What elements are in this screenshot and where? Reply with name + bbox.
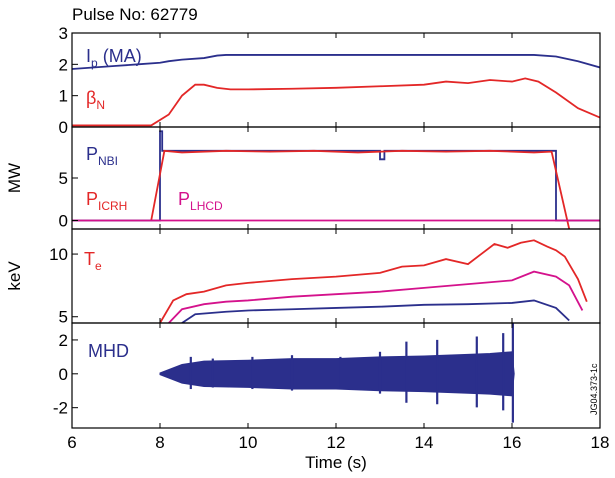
series-3-3 [181, 299, 570, 323]
x-tick-label: 6 [67, 433, 76, 452]
y-tick-label: 0 [59, 212, 68, 231]
x-axis-label: Time (s) [305, 453, 367, 472]
series-2-1-label: PNBI [86, 144, 118, 168]
series-3-1-label: Te [84, 249, 102, 273]
x-tick-label: 8 [155, 433, 164, 452]
series-3-1 [159, 239, 588, 323]
series-1-2-label: βN [86, 88, 105, 112]
x-tick-label: 18 [591, 433, 610, 452]
chart-title: Pulse No: 62779 [72, 5, 198, 24]
y-tick-label: 2 [59, 55, 68, 74]
y-tick-label: -2 [53, 399, 68, 418]
y-tick-label: 5 [59, 169, 68, 188]
panel-1: Ip (MA) βN 0 1 2 3 [59, 24, 601, 137]
series-4-1-label: MHD [88, 341, 129, 361]
panel-3: Te 5 10 keV [5, 228, 601, 327]
panel-4: MHD -2 0 2 [53, 322, 601, 429]
series-1-1-label: Ip (MA) [86, 46, 142, 70]
x-tick-label: 10 [239, 433, 258, 452]
panel-2: PNBI PICRH PLHCD 0 5 MW [5, 126, 601, 231]
series-1-1 [72, 54, 600, 70]
figure-id-watermark: JG04.373-1c [589, 363, 599, 415]
series-1-2 [72, 77, 600, 127]
series-3-2 [168, 270, 584, 323]
y-tick-label: 3 [59, 24, 68, 43]
series-2-2 [150, 149, 571, 229]
x-tick-label: 16 [503, 433, 522, 452]
y-axis-label: MW [5, 163, 24, 193]
series-2-2-label: PICRH [86, 189, 127, 213]
x-tick-label: 14 [415, 433, 434, 452]
series-2-3-label: PLHCD [178, 189, 223, 213]
y-axis-label: keV [5, 261, 24, 291]
y-tick-label: 10 [49, 245, 68, 264]
x-tick-label: 12 [327, 433, 346, 452]
y-tick-label: 0 [59, 365, 68, 384]
y-tick-label: 2 [59, 331, 68, 350]
series-2-1 [72, 130, 600, 222]
y-tick-label: 0 [59, 118, 68, 137]
y-tick-label: 5 [59, 308, 68, 327]
panel-frame [71, 126, 601, 230]
y-tick-label: 1 [59, 87, 68, 106]
